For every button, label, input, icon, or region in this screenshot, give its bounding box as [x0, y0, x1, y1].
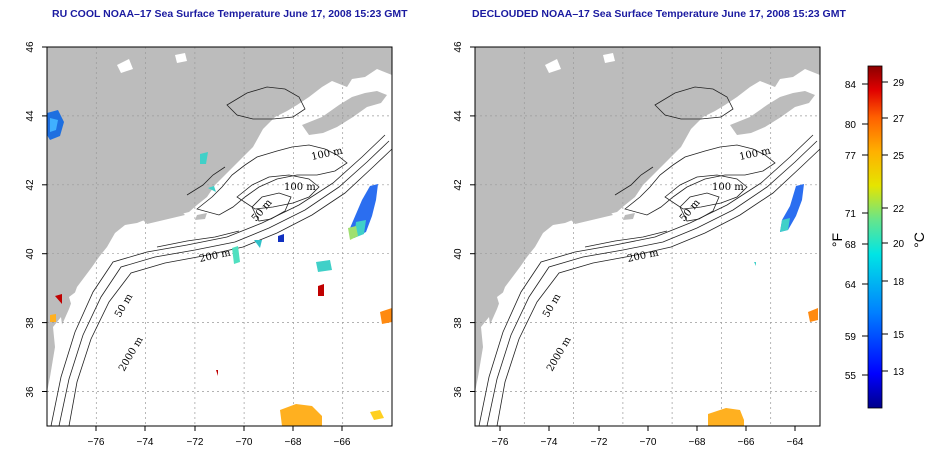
- left-map-title: RU COOL NOAA–17 Sea Surface Temperature …: [52, 8, 408, 20]
- lon-tick-label: −66: [334, 437, 351, 448]
- left-lon-axis: −76 −74 −72 −70 −68 −66: [88, 437, 351, 448]
- fahrenheit-tick: 84: [845, 80, 857, 91]
- lon-tick-label: −66: [738, 437, 755, 448]
- lat-tick-label: 38: [25, 317, 36, 329]
- lon-tick-label: −70: [640, 437, 657, 448]
- lat-tick-label: 42: [453, 179, 464, 191]
- celsius-tick: 25: [893, 151, 905, 162]
- sst-patches-right: [708, 184, 818, 426]
- fahrenheit-tick: 68: [845, 240, 857, 251]
- left-map-panel: 100 m 100 m 50 m 200 m 50 m 2000 m −76 −…: [25, 41, 393, 448]
- lon-tick-label: −68: [689, 437, 706, 448]
- right-ticks: [470, 46, 796, 431]
- lat-tick-label: 40: [453, 248, 464, 260]
- lon-tick-label: −74: [541, 437, 558, 448]
- colorbar-fahrenheit-ticks: 84 80 77 71 68 64 59 55: [845, 80, 857, 382]
- colorbar-celsius-ticks: 29 27 25 22 20 18 15 13: [893, 78, 905, 378]
- celsius-tick: 20: [893, 239, 905, 250]
- fahrenheit-tick: 59: [845, 332, 857, 343]
- lon-tick-label: −72: [187, 437, 204, 448]
- colorbar-gradient: [867, 65, 883, 409]
- colorbar-tick-marks: [862, 81, 888, 376]
- fahrenheit-tick: 64: [845, 280, 857, 291]
- right-map-title: DECLOUDED NOAA–17 Sea Surface Temperatur…: [472, 8, 846, 20]
- fahrenheit-tick: 55: [845, 371, 857, 382]
- celsius-tick: 15: [893, 330, 905, 341]
- right-map-panel: 100 m 100 m 50 m 200 m 50 m 2000 m −76 −…: [453, 41, 821, 448]
- right-lat-axis: 36 38 40 42 44 46: [453, 41, 464, 398]
- left-lat-axis: 36 38 40 42 44 46: [25, 41, 36, 398]
- lat-tick-label: 46: [453, 41, 464, 53]
- left-map-frame: [46, 46, 393, 427]
- contour-label: 100 m: [712, 182, 744, 193]
- contour-label: 100 m: [284, 182, 316, 193]
- lon-tick-label: −64: [787, 437, 804, 448]
- lat-tick-label: 40: [25, 248, 36, 260]
- lon-tick-label: −72: [591, 437, 608, 448]
- celsius-tick: 18: [893, 277, 905, 288]
- fahrenheit-tick: 80: [845, 120, 857, 131]
- lat-tick-label: 42: [25, 179, 36, 191]
- lon-tick-label: −68: [285, 437, 302, 448]
- fahrenheit-tick: 71: [845, 209, 857, 220]
- celsius-tick: 29: [893, 78, 905, 89]
- celsius-tick: 27: [893, 114, 905, 125]
- celsius-tick: 22: [893, 204, 905, 215]
- lat-tick-label: 36: [453, 386, 464, 398]
- celsius-unit-label: °C: [911, 232, 927, 248]
- right-lon-axis: −76 −74 −72 −70 −68 −66 −64: [492, 437, 804, 448]
- lon-tick-label: −70: [236, 437, 253, 448]
- lat-tick-label: 44: [453, 110, 464, 122]
- fahrenheit-tick: 77: [845, 151, 857, 162]
- lat-tick-label: 44: [25, 110, 36, 122]
- left-ticks: [42, 46, 343, 431]
- lon-tick-label: −76: [88, 437, 105, 448]
- lat-tick-label: 38: [453, 317, 464, 329]
- lat-tick-label: 46: [25, 41, 36, 53]
- colorbar: 84 80 77 71 68 64 59 55 29 27 25 22 20 1…: [829, 65, 927, 409]
- sst-patches-left: [47, 110, 392, 426]
- fahrenheit-unit-label: °F: [829, 233, 845, 247]
- celsius-tick: 13: [893, 367, 905, 378]
- lon-tick-label: −74: [137, 437, 154, 448]
- lon-tick-label: −76: [492, 437, 509, 448]
- lat-tick-label: 36: [25, 386, 36, 398]
